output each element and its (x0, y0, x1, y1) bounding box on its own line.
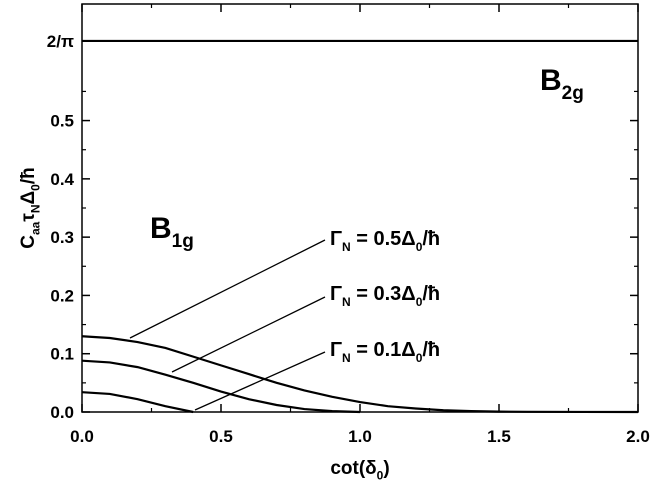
text-part: B (150, 212, 172, 245)
series-label: ΓN = 0.1Δ0/ħ (330, 339, 440, 365)
text-part: 0 (377, 469, 384, 483)
y-tick-label: 0.3 (50, 228, 74, 247)
text-part: N (342, 351, 351, 365)
text-part: 0 (416, 295, 423, 309)
y-tick-label: 0.0 (50, 403, 74, 422)
text-part: Γ (330, 339, 342, 361)
text-part: C (18, 235, 39, 249)
text-part: cot(δ (330, 458, 376, 479)
leader-line (171, 296, 326, 373)
text-part: Γ (330, 283, 342, 305)
text-part: N (342, 240, 351, 254)
x-tick-label: 0.0 (70, 427, 94, 446)
curve (81, 359, 361, 414)
text-part: 0 (29, 184, 43, 191)
series-label: ΓN = 0.5Δ0/ħ (330, 228, 440, 254)
text-part: Δ (18, 191, 39, 205)
text-part: τ (18, 213, 39, 222)
text-part: N (29, 204, 43, 213)
text-part: = 0.1Δ (351, 339, 416, 361)
text-part: 0 (416, 240, 423, 254)
x-tick-label: 0.5 (209, 427, 233, 446)
y-tick-label: 0.2 (50, 286, 74, 305)
x-tick-label: 1.5 (487, 427, 511, 446)
y-tick-label: 0.1 (50, 345, 74, 364)
text-part: ) (383, 458, 389, 479)
leader-line (129, 239, 326, 339)
text-part: /ħ (18, 167, 39, 184)
text-part: /ħ (422, 283, 440, 305)
curve (81, 335, 639, 414)
text-part: 1g (172, 231, 194, 252)
text-part: /ħ (422, 339, 440, 361)
x-tick-label: 2.0 (626, 427, 650, 446)
text-part: 2g (562, 83, 584, 104)
text-part: 0 (416, 351, 423, 365)
x-axis-label: cot(δ0) (330, 458, 389, 483)
text-part: Γ (330, 228, 342, 250)
series-label: ΓN = 0.3Δ0/ħ (330, 283, 440, 309)
y-axis-label: CaaτNΔ0/ħ (18, 167, 43, 248)
text-part: = 0.5Δ (351, 228, 416, 250)
text-part: N (342, 295, 351, 309)
x-tick-label: 1.0 (348, 427, 372, 446)
text-part: aa (29, 221, 43, 235)
y-tick-label: 0.5 (50, 112, 74, 131)
y-tick-label: 2/π (47, 32, 74, 51)
text-part: B (540, 64, 562, 97)
y-tick-label: 0.4 (50, 170, 74, 189)
series-label: B2g (540, 64, 584, 104)
leader-line (194, 351, 326, 411)
curve (81, 391, 194, 414)
annotation: B1g (150, 212, 194, 252)
text-part: = 0.3Δ (351, 283, 416, 305)
text-part: /ħ (422, 228, 440, 250)
